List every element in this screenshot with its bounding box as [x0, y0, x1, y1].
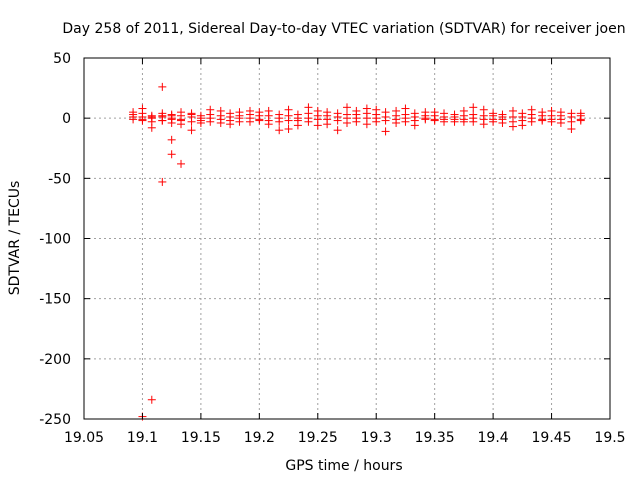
data-point [567, 124, 576, 133]
data-point [147, 395, 156, 404]
data-point [167, 150, 176, 159]
data-point [245, 117, 254, 126]
data-point [284, 116, 293, 125]
y-tick-label: -50 [48, 171, 71, 187]
x-tick-label: 19.1 [127, 430, 158, 446]
x-tick-labels: 19.05 19.1 19.15 19.2 19.25 19.3 19.35 19.4 19.4… [64, 430, 626, 446]
data-point [556, 118, 565, 127]
data-point [459, 117, 468, 126]
data-point [372, 117, 381, 126]
y-tick-label: -250 [39, 412, 71, 428]
data-point [293, 121, 302, 130]
data-point [381, 127, 390, 136]
data-point [275, 117, 284, 126]
data-point [508, 122, 517, 131]
data-point [362, 120, 371, 129]
data-point [313, 121, 322, 130]
data-point [147, 112, 156, 121]
x-tick-label: 19.4 [478, 430, 509, 446]
data-point [158, 111, 167, 120]
data-point [527, 117, 536, 126]
data-point [167, 135, 176, 144]
data-point [440, 117, 449, 126]
data-point [538, 116, 547, 125]
data-point [129, 115, 138, 124]
data-point [469, 117, 478, 126]
data-point [323, 120, 332, 129]
data-point [343, 103, 351, 112]
data-point [216, 118, 225, 127]
data-point [489, 117, 498, 126]
y-tick-label: -200 [39, 352, 71, 368]
data-point [158, 82, 167, 91]
x-tick-label: 19.05 [64, 430, 104, 446]
data-point [177, 159, 186, 168]
data-point [167, 111, 176, 120]
data-point [430, 116, 439, 125]
x-tick-label: 19.45 [532, 430, 572, 446]
data-point [410, 121, 419, 130]
data-point [177, 116, 186, 125]
data-point [381, 116, 390, 125]
y-tick-label: 50 [53, 51, 71, 67]
data-point [352, 117, 361, 126]
data-point [206, 117, 215, 126]
data-point [284, 124, 293, 133]
y-tick-label: -100 [39, 232, 71, 248]
x-tick-label: 19.3 [361, 430, 392, 446]
data-point [576, 116, 585, 125]
data-points [129, 82, 585, 421]
data-point [421, 115, 430, 124]
data-point [264, 120, 273, 129]
data-point [479, 120, 488, 129]
data-point [187, 110, 196, 119]
data-point [469, 103, 478, 112]
y-axis-label: SDTVAR / TECUs [7, 181, 23, 296]
data-point [304, 117, 313, 126]
x-tick-label: 19.25 [298, 430, 338, 446]
data-point [401, 117, 410, 126]
data-point [138, 115, 147, 124]
y-tick-label: 0 [62, 111, 71, 127]
x-tick-label: 19.2 [244, 430, 275, 446]
data-point [333, 126, 342, 135]
data-point [187, 117, 196, 126]
y-tick-label: -150 [39, 292, 71, 308]
x-tick-label: 19.35 [415, 430, 455, 446]
data-point [450, 117, 459, 126]
data-point [196, 118, 205, 127]
chart-title: Day 258 of 2011, Sidereal Day-to-day VTE… [62, 21, 625, 37]
data-point [518, 121, 527, 130]
data-point [147, 123, 156, 132]
data-point [567, 117, 576, 126]
data-point [275, 126, 284, 135]
data-point [235, 117, 244, 126]
data-point [255, 116, 264, 125]
data-point [498, 118, 507, 127]
data-point [187, 126, 196, 135]
x-tick-label: 19.15 [181, 430, 221, 446]
data-point [158, 177, 167, 186]
data-point [226, 120, 235, 129]
data-point [392, 118, 401, 127]
x-tick-label: 19.5 [594, 430, 625, 446]
x-axis-label: GPS time / hours [285, 458, 402, 474]
axis-ticks [83, 57, 611, 420]
data-point [343, 118, 351, 127]
data-point [333, 116, 342, 125]
data-point [547, 117, 556, 126]
y-tick-labels: 50 0 -50 -100 -150 -200 -250 [39, 51, 71, 428]
